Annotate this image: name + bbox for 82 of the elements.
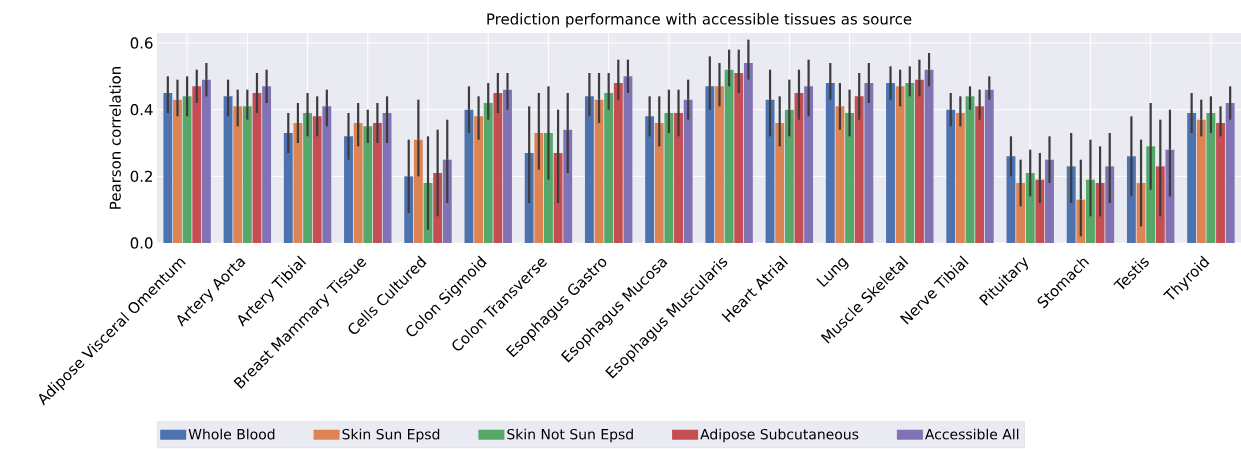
bar [303,113,312,243]
bar [965,96,975,243]
bar [1225,103,1235,243]
bar [914,79,924,243]
bar [312,116,322,243]
bar [664,113,674,243]
bar [563,129,573,243]
bar [363,126,373,243]
bar [534,133,544,243]
bar [201,79,211,243]
y-tick-label: 0.6 [130,37,153,49]
bar [784,109,794,243]
legend-label: Whole Blood [188,428,275,440]
bar [1146,146,1156,243]
bar [163,93,173,243]
bar [252,93,262,243]
bar [775,123,785,243]
bar [283,133,293,243]
legend-label: Skin Sun Epsd [342,428,440,443]
bar [715,86,724,243]
bar [233,106,243,243]
bar [173,99,182,243]
bar [984,89,994,243]
bar [674,113,683,243]
bar [794,93,804,243]
bar [353,123,363,243]
bar [613,83,623,243]
y-tick-label: 0.4 [130,104,153,116]
legend-label: Accessible All [925,428,1019,440]
bar [724,69,734,243]
bar [654,123,664,243]
bar [845,113,854,243]
bar [413,139,423,243]
bar [464,109,474,243]
bar [223,96,233,243]
bar [645,116,655,243]
bar [886,83,895,243]
bar [493,93,503,243]
bar [854,96,864,243]
bar [1045,159,1054,243]
bar [924,69,934,243]
y-tick-label: 0.0 [130,237,153,249]
bar [344,136,353,243]
bar [804,86,814,243]
chart-title: Prediction performance with accessible tissues as source [487,13,912,28]
bar [242,106,252,243]
bar [262,86,272,243]
bar [594,99,604,243]
bar [604,93,614,243]
bar [503,89,512,243]
bar [182,96,192,243]
y-tick-label: 0.2 [130,170,152,182]
bar [905,83,915,243]
bar [623,76,633,243]
bar [835,106,845,243]
bar [474,116,484,243]
legend-label: Adipose Subcutaneous [700,428,859,443]
bar [1196,119,1206,243]
legend-label: Skin Not Sun Epsd [507,428,633,443]
bar [864,83,874,243]
bar [1216,123,1225,243]
bar [322,106,332,243]
y-axis-title: Pearson correlation [109,67,121,209]
bar [584,96,594,243]
bar [946,109,956,243]
bar [1206,113,1216,243]
bar [705,86,715,243]
bar [372,123,382,243]
bar [895,86,905,243]
bar [192,86,202,243]
bar [743,63,753,243]
bar [975,106,985,243]
bar [1035,179,1045,243]
bar [1187,113,1197,243]
bar [825,83,835,243]
bar [955,113,965,243]
bar [483,103,493,243]
bar [734,73,744,243]
bar [683,99,693,243]
bar [293,123,303,243]
bar [765,99,775,243]
bar [1025,173,1035,243]
